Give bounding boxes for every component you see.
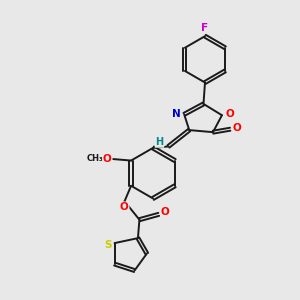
Text: O: O [232,123,241,133]
Text: N: N [172,109,181,119]
Text: O: O [102,154,111,164]
Text: O: O [226,109,234,119]
Text: S: S [104,240,112,250]
Text: O: O [161,207,170,217]
Text: O: O [120,202,129,212]
Text: CH₃: CH₃ [87,154,104,163]
Text: H: H [155,137,164,147]
Text: F: F [201,23,208,33]
